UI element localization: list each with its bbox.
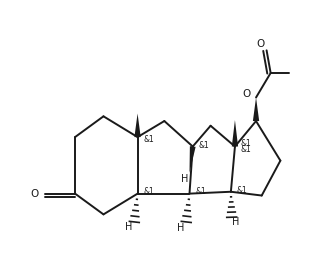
- Text: H: H: [177, 223, 185, 233]
- Text: &1: &1: [143, 187, 154, 195]
- Text: H: H: [181, 175, 188, 184]
- Text: O: O: [30, 189, 38, 199]
- Text: &1: &1: [199, 141, 209, 150]
- Text: &1: &1: [237, 186, 247, 195]
- Text: H: H: [125, 222, 133, 232]
- Polygon shape: [232, 120, 238, 147]
- Text: O: O: [242, 89, 250, 99]
- Text: &1: &1: [195, 187, 206, 195]
- Polygon shape: [134, 113, 141, 137]
- Polygon shape: [190, 146, 196, 173]
- Text: O: O: [256, 39, 264, 49]
- Text: H: H: [232, 217, 239, 227]
- Text: &1: &1: [241, 145, 252, 154]
- Text: &1: &1: [241, 139, 252, 148]
- Polygon shape: [253, 98, 259, 121]
- Text: &1: &1: [143, 135, 154, 144]
